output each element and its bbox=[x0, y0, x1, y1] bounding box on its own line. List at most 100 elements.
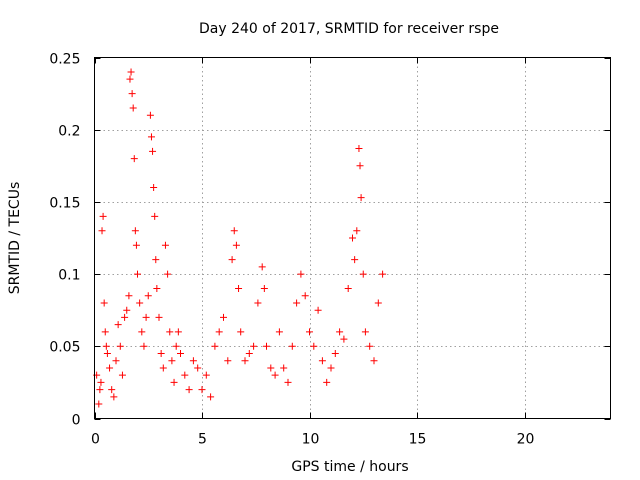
data-point bbox=[349, 234, 356, 242]
data-point bbox=[250, 342, 258, 350]
data-point bbox=[138, 328, 146, 336]
data-point bbox=[353, 227, 361, 235]
data-point bbox=[164, 270, 172, 278]
data-point bbox=[357, 194, 365, 202]
data-point bbox=[126, 75, 134, 83]
data-point bbox=[260, 285, 268, 293]
data-point bbox=[131, 227, 139, 235]
data-point bbox=[293, 299, 301, 307]
y-tick-label: 0 bbox=[72, 413, 81, 429]
data-point bbox=[297, 270, 305, 278]
data-point bbox=[207, 393, 215, 401]
data-point bbox=[129, 104, 137, 112]
data-point bbox=[177, 350, 184, 358]
data-point bbox=[130, 155, 138, 163]
data-point bbox=[114, 321, 122, 329]
data-point bbox=[306, 328, 313, 336]
data-point bbox=[172, 342, 180, 350]
data-point bbox=[230, 227, 238, 235]
data-point bbox=[374, 299, 382, 307]
y-axis-label: SRMTID / TECUs bbox=[7, 182, 23, 295]
data-point bbox=[168, 357, 176, 365]
data-point bbox=[149, 147, 157, 155]
grid bbox=[94, 57, 611, 419]
data-point bbox=[237, 328, 245, 336]
data-point bbox=[97, 378, 105, 386]
data-point bbox=[95, 400, 103, 408]
data-point bbox=[121, 313, 129, 321]
data-point bbox=[118, 371, 126, 379]
data-point bbox=[189, 357, 197, 365]
data-point bbox=[125, 292, 133, 300]
data-point bbox=[116, 342, 124, 350]
data-point bbox=[323, 378, 331, 386]
data-point bbox=[100, 299, 108, 307]
data-point bbox=[144, 292, 152, 300]
data-point bbox=[128, 90, 136, 98]
data-point bbox=[110, 393, 118, 401]
data-point bbox=[159, 364, 167, 372]
data-point bbox=[359, 270, 367, 278]
data-point bbox=[318, 357, 326, 365]
data-point bbox=[123, 306, 131, 314]
y-tick-label: 0.2 bbox=[58, 124, 80, 140]
x-tick-label: 10 bbox=[302, 432, 320, 448]
data-point bbox=[355, 144, 363, 152]
data-point bbox=[232, 241, 240, 249]
data-point bbox=[331, 350, 339, 358]
data-point bbox=[112, 357, 120, 365]
data-point bbox=[336, 328, 344, 336]
data-point bbox=[102, 342, 110, 350]
data-point bbox=[224, 357, 232, 365]
data-point bbox=[254, 299, 262, 307]
x-tick-label: 5 bbox=[198, 432, 207, 448]
data-point bbox=[153, 285, 161, 293]
data-point bbox=[106, 364, 114, 372]
data-point bbox=[140, 342, 148, 350]
x-tick-label: 0 bbox=[91, 432, 100, 448]
y-tick-label: 0.1 bbox=[58, 268, 80, 284]
data-point bbox=[356, 162, 364, 170]
data-point bbox=[271, 371, 279, 379]
data-point bbox=[151, 212, 159, 220]
y-tick-label: 0.25 bbox=[49, 52, 80, 68]
y-tick-label: 0.05 bbox=[49, 340, 80, 356]
chart-title: Day 240 of 2017, SRMTID for receiver rsp… bbox=[199, 21, 499, 37]
data-point bbox=[166, 328, 174, 336]
data-point bbox=[263, 342, 270, 350]
data-point bbox=[288, 342, 296, 350]
data-point bbox=[366, 342, 374, 350]
data-point bbox=[211, 342, 219, 350]
x-tick-label: 20 bbox=[517, 432, 535, 448]
data-point bbox=[136, 299, 144, 307]
data-point bbox=[155, 313, 163, 321]
data-point bbox=[134, 270, 141, 278]
data-point bbox=[361, 328, 369, 336]
scatter-points bbox=[93, 68, 387, 408]
x-axis-label: GPS time / hours bbox=[291, 459, 408, 475]
data-point bbox=[202, 371, 210, 379]
data-point bbox=[267, 364, 275, 372]
data-point bbox=[127, 68, 135, 76]
data-point bbox=[150, 183, 158, 191]
data-point bbox=[194, 364, 202, 372]
data-point bbox=[99, 212, 107, 220]
data-point bbox=[340, 335, 348, 343]
data-point bbox=[185, 386, 193, 394]
data-point bbox=[103, 350, 111, 358]
data-point bbox=[327, 364, 335, 372]
data-point bbox=[314, 306, 322, 314]
data-point bbox=[142, 313, 150, 321]
data-point bbox=[284, 378, 292, 386]
data-point bbox=[181, 371, 189, 379]
data-point bbox=[170, 378, 178, 386]
data-point bbox=[235, 285, 243, 293]
data-point bbox=[101, 328, 109, 336]
data-point bbox=[108, 386, 116, 394]
x-tick-label: 15 bbox=[409, 432, 427, 448]
plot-frame bbox=[94, 57, 611, 419]
data-point bbox=[152, 256, 160, 264]
data-point bbox=[351, 256, 359, 264]
